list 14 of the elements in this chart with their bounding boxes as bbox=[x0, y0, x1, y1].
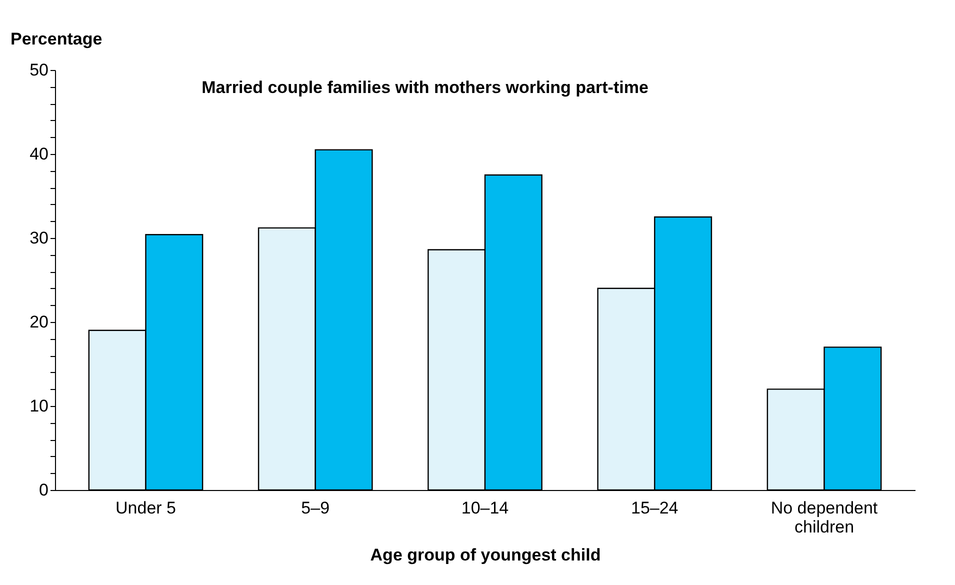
y-tick-label: 10 bbox=[30, 396, 48, 416]
y-axis-title: Percentage bbox=[10, 30, 102, 48]
y-tick-label: 0 bbox=[39, 480, 48, 500]
y-tick-label: 20 bbox=[30, 312, 48, 332]
x-axis-title: Age group of youngest child bbox=[370, 546, 601, 564]
chart-title: Married couple families with mothers working part-time bbox=[202, 78, 648, 97]
y-tick-label: 40 bbox=[30, 144, 48, 164]
x-tick-label: No dependent children bbox=[770, 498, 878, 536]
x-tick-label: 15–24 bbox=[630, 498, 678, 518]
x-tick-label: 5–9 bbox=[301, 498, 330, 518]
x-tick-label: 10–14 bbox=[461, 498, 509, 518]
y-tick-label: 30 bbox=[30, 228, 48, 248]
x-tick-label: Under 5 bbox=[116, 498, 176, 518]
y-tick-label: 50 bbox=[30, 60, 48, 80]
